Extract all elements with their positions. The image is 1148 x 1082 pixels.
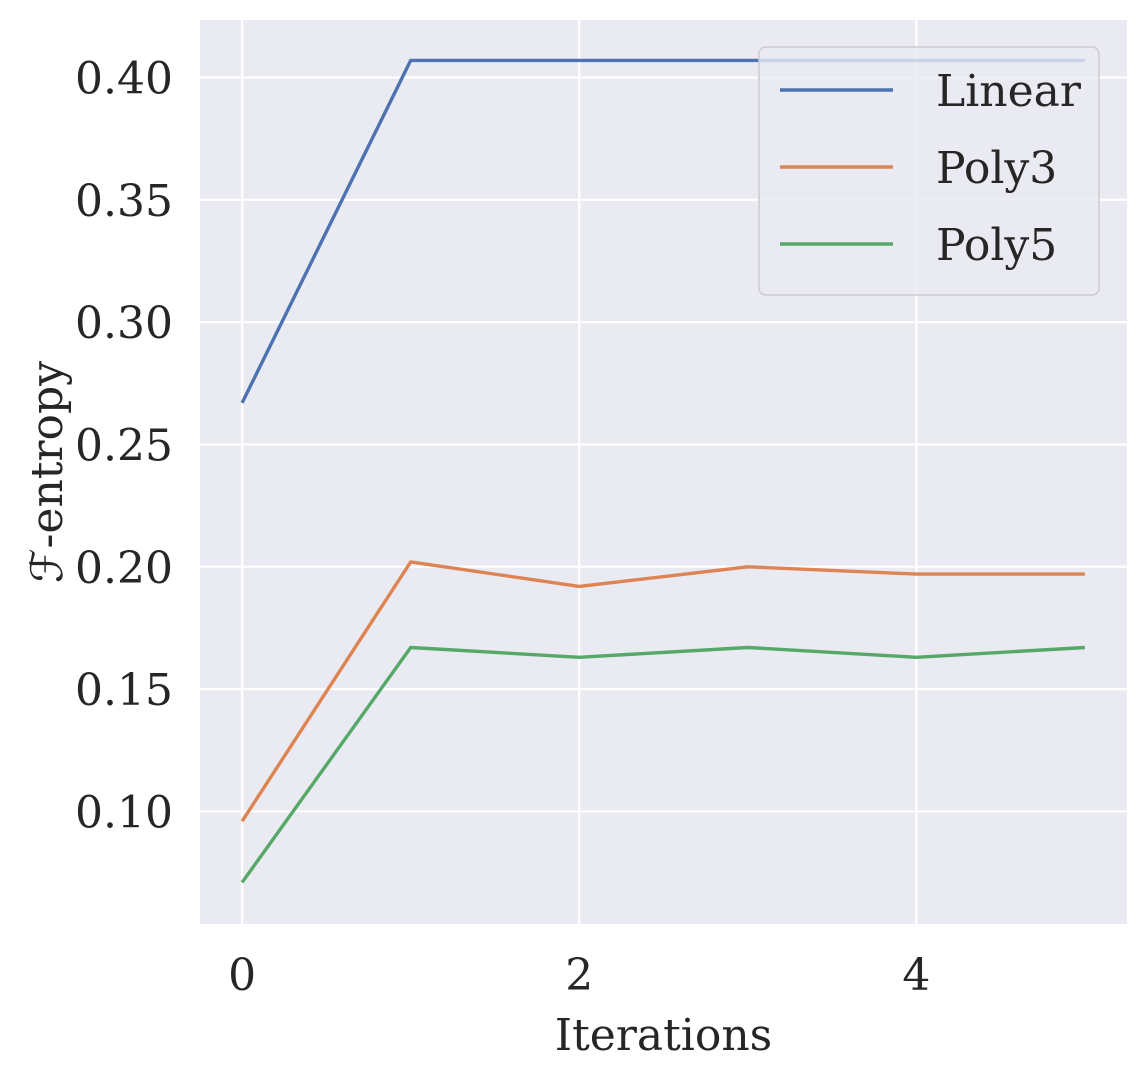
- y-tick-label: 0.40: [75, 53, 173, 104]
- series-line-poly5: [240, 645, 1085, 884]
- y-tick-label: 0.35: [75, 176, 173, 227]
- legend-box: [758, 46, 1100, 296]
- legend: Linear Poly3 Poly5: [758, 46, 1100, 296]
- x-tick-label: 0: [228, 950, 256, 1001]
- legend-label-poly3: Poly3: [936, 143, 1057, 194]
- y-tick-label: 0.25: [75, 420, 173, 471]
- y-tick-label: 0.10: [75, 787, 173, 838]
- y-axis-label: ℱ-entropy: [22, 361, 73, 583]
- legend-items: Linear Poly3 Poly5: [780, 66, 1082, 271]
- x-tick-label: 4: [902, 950, 930, 1001]
- y-tick-label: 0.30: [75, 298, 173, 349]
- series-line-poly3: [240, 560, 1085, 823]
- x-tick-label: 2: [565, 950, 593, 1001]
- y-tick-label: 0.20: [75, 543, 173, 594]
- y-tick-label: 0.15: [75, 665, 173, 716]
- x-axis-label: Iterations: [555, 1010, 773, 1061]
- x-tick-labels: 0 2 4: [228, 950, 930, 1001]
- legend-label-poly5: Poly5: [936, 220, 1057, 271]
- y-tick-labels: 0.10 0.15 0.20 0.25 0.30 0.35 0.40: [75, 53, 173, 838]
- legend-label-linear: Linear: [936, 66, 1082, 117]
